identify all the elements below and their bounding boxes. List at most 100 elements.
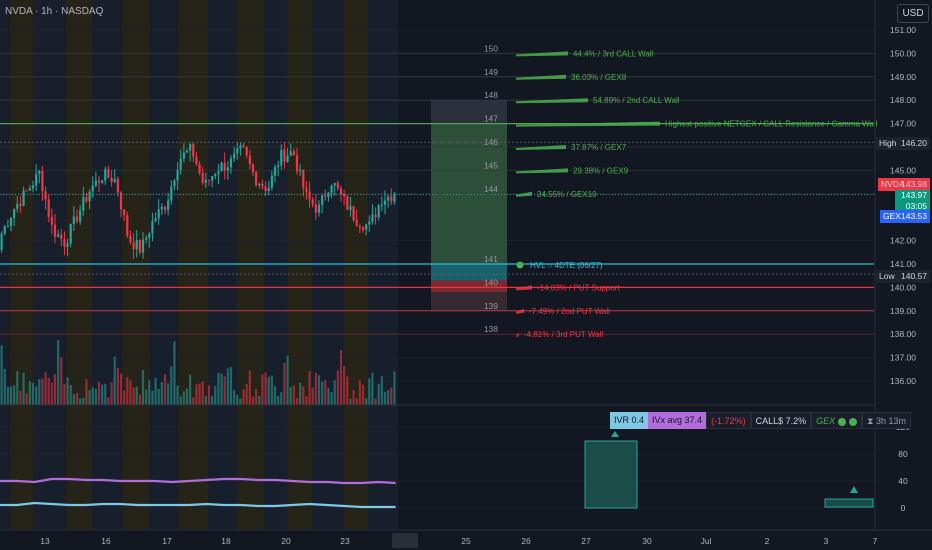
volume-bar bbox=[346, 376, 349, 405]
price-axis-label: 147.00 bbox=[890, 119, 916, 129]
candle-body bbox=[129, 235, 132, 243]
candle-body bbox=[336, 182, 339, 189]
indicator-axis-label: 40 bbox=[898, 476, 908, 486]
volume-bar bbox=[324, 380, 327, 405]
volume-bar bbox=[179, 396, 182, 405]
volume-bar bbox=[242, 389, 245, 405]
current-value: 143.97 bbox=[901, 190, 927, 200]
level-price-label: 146 bbox=[484, 137, 498, 147]
volume-bar bbox=[217, 372, 220, 405]
volume-bar bbox=[336, 370, 339, 405]
volume-bar bbox=[358, 380, 361, 405]
session-stripe bbox=[312, 0, 344, 530]
candle-body bbox=[305, 188, 308, 192]
candle-body bbox=[207, 179, 211, 181]
volume-bar bbox=[185, 388, 189, 405]
level-price-label: 150 bbox=[484, 43, 498, 53]
time-axis-label: 3 bbox=[824, 536, 829, 546]
candle-body bbox=[352, 206, 355, 220]
time-axis-label: 26 bbox=[521, 536, 531, 546]
volume-bar bbox=[60, 357, 63, 405]
currency-button[interactable]: USD bbox=[897, 4, 929, 23]
candle-body bbox=[330, 185, 333, 193]
volume-bar bbox=[339, 349, 343, 405]
last-label: NVDA bbox=[881, 179, 905, 189]
gex-bar bbox=[516, 332, 519, 338]
price-axis-label: 148.00 bbox=[890, 95, 916, 105]
candle-body bbox=[198, 164, 201, 173]
volume-bar bbox=[299, 382, 302, 405]
time-axis-label: 7 bbox=[873, 536, 878, 546]
candle-body bbox=[157, 209, 160, 219]
volume-bar bbox=[173, 341, 176, 405]
time-axis-label: 16 bbox=[101, 536, 111, 546]
volume-bar bbox=[31, 382, 35, 405]
volume-bar bbox=[25, 393, 28, 405]
volume-bar bbox=[248, 370, 251, 405]
volume-bar bbox=[88, 389, 91, 405]
candle-body bbox=[339, 188, 343, 195]
volume-bar bbox=[292, 385, 295, 405]
ivx-badge: IVx avg 37.4 bbox=[648, 412, 707, 429]
candle-body bbox=[302, 169, 305, 189]
volume-bar bbox=[207, 385, 211, 405]
volume-bar bbox=[141, 370, 145, 405]
volume-bar bbox=[132, 387, 135, 405]
volume-bar bbox=[255, 389, 258, 405]
candle-body bbox=[185, 150, 189, 153]
candle-body bbox=[132, 242, 135, 250]
session-stripe bbox=[10, 0, 33, 530]
gex-bar bbox=[516, 168, 568, 174]
volume-bar bbox=[0, 345, 3, 405]
candle-body bbox=[264, 186, 267, 192]
level-text: HVL ○ 4DTE (06/27) bbox=[530, 261, 603, 270]
volume-bar bbox=[289, 387, 292, 405]
price-axis-label: 145.00 bbox=[890, 165, 916, 175]
level-price-label: 145 bbox=[484, 160, 498, 170]
candle-body bbox=[283, 149, 286, 162]
candle-body bbox=[0, 233, 3, 250]
calls-bar bbox=[584, 440, 638, 509]
candle-body bbox=[349, 206, 352, 210]
candle-body bbox=[138, 240, 141, 253]
gex-tag-value: 143.53 bbox=[901, 211, 927, 221]
candle-body bbox=[148, 233, 151, 238]
candle-body bbox=[211, 176, 214, 181]
gex-bar bbox=[516, 74, 566, 80]
time-axis-label: 13 bbox=[40, 536, 50, 546]
hourglass-icon: ⧗ bbox=[867, 416, 876, 426]
candle-body bbox=[25, 190, 28, 192]
volume-bar bbox=[182, 391, 185, 405]
volume-bar bbox=[245, 384, 248, 405]
candle-body bbox=[280, 149, 283, 166]
price-axis-label: 136.00 bbox=[890, 376, 916, 386]
change-badge: (-1.72%) bbox=[706, 412, 751, 429]
volume-bar bbox=[19, 390, 22, 405]
candle-body bbox=[255, 172, 258, 186]
volume-bar bbox=[283, 362, 286, 405]
volume-bar bbox=[236, 394, 239, 405]
high-label: High bbox=[879, 138, 897, 148]
gex-price-tag: GEX 143.53 bbox=[880, 210, 930, 223]
volume-bar bbox=[383, 392, 387, 405]
candle-body bbox=[258, 183, 261, 186]
candle-body bbox=[201, 172, 204, 183]
volume-bar bbox=[22, 372, 25, 405]
candle-body bbox=[374, 214, 377, 218]
indicator-legend: IVR 0.4 IVx avg 37.4 (-1.72%) CALL$ 7.2%… bbox=[610, 412, 911, 429]
candle-body bbox=[44, 191, 47, 200]
candle-body bbox=[154, 218, 157, 222]
gex-bar bbox=[516, 308, 524, 314]
volume-bar bbox=[104, 383, 107, 405]
candle-body bbox=[88, 191, 91, 202]
candle-body bbox=[204, 179, 207, 183]
candle-body bbox=[346, 196, 349, 210]
price-axis-label: 151.00 bbox=[890, 25, 916, 35]
volume-bar bbox=[229, 367, 233, 405]
volume-bar bbox=[286, 355, 289, 405]
gex-bar bbox=[516, 51, 568, 57]
level-text: Highest positive NETGEX / CALL Resistanc… bbox=[665, 120, 878, 129]
level-price-label: 141 bbox=[484, 254, 498, 264]
